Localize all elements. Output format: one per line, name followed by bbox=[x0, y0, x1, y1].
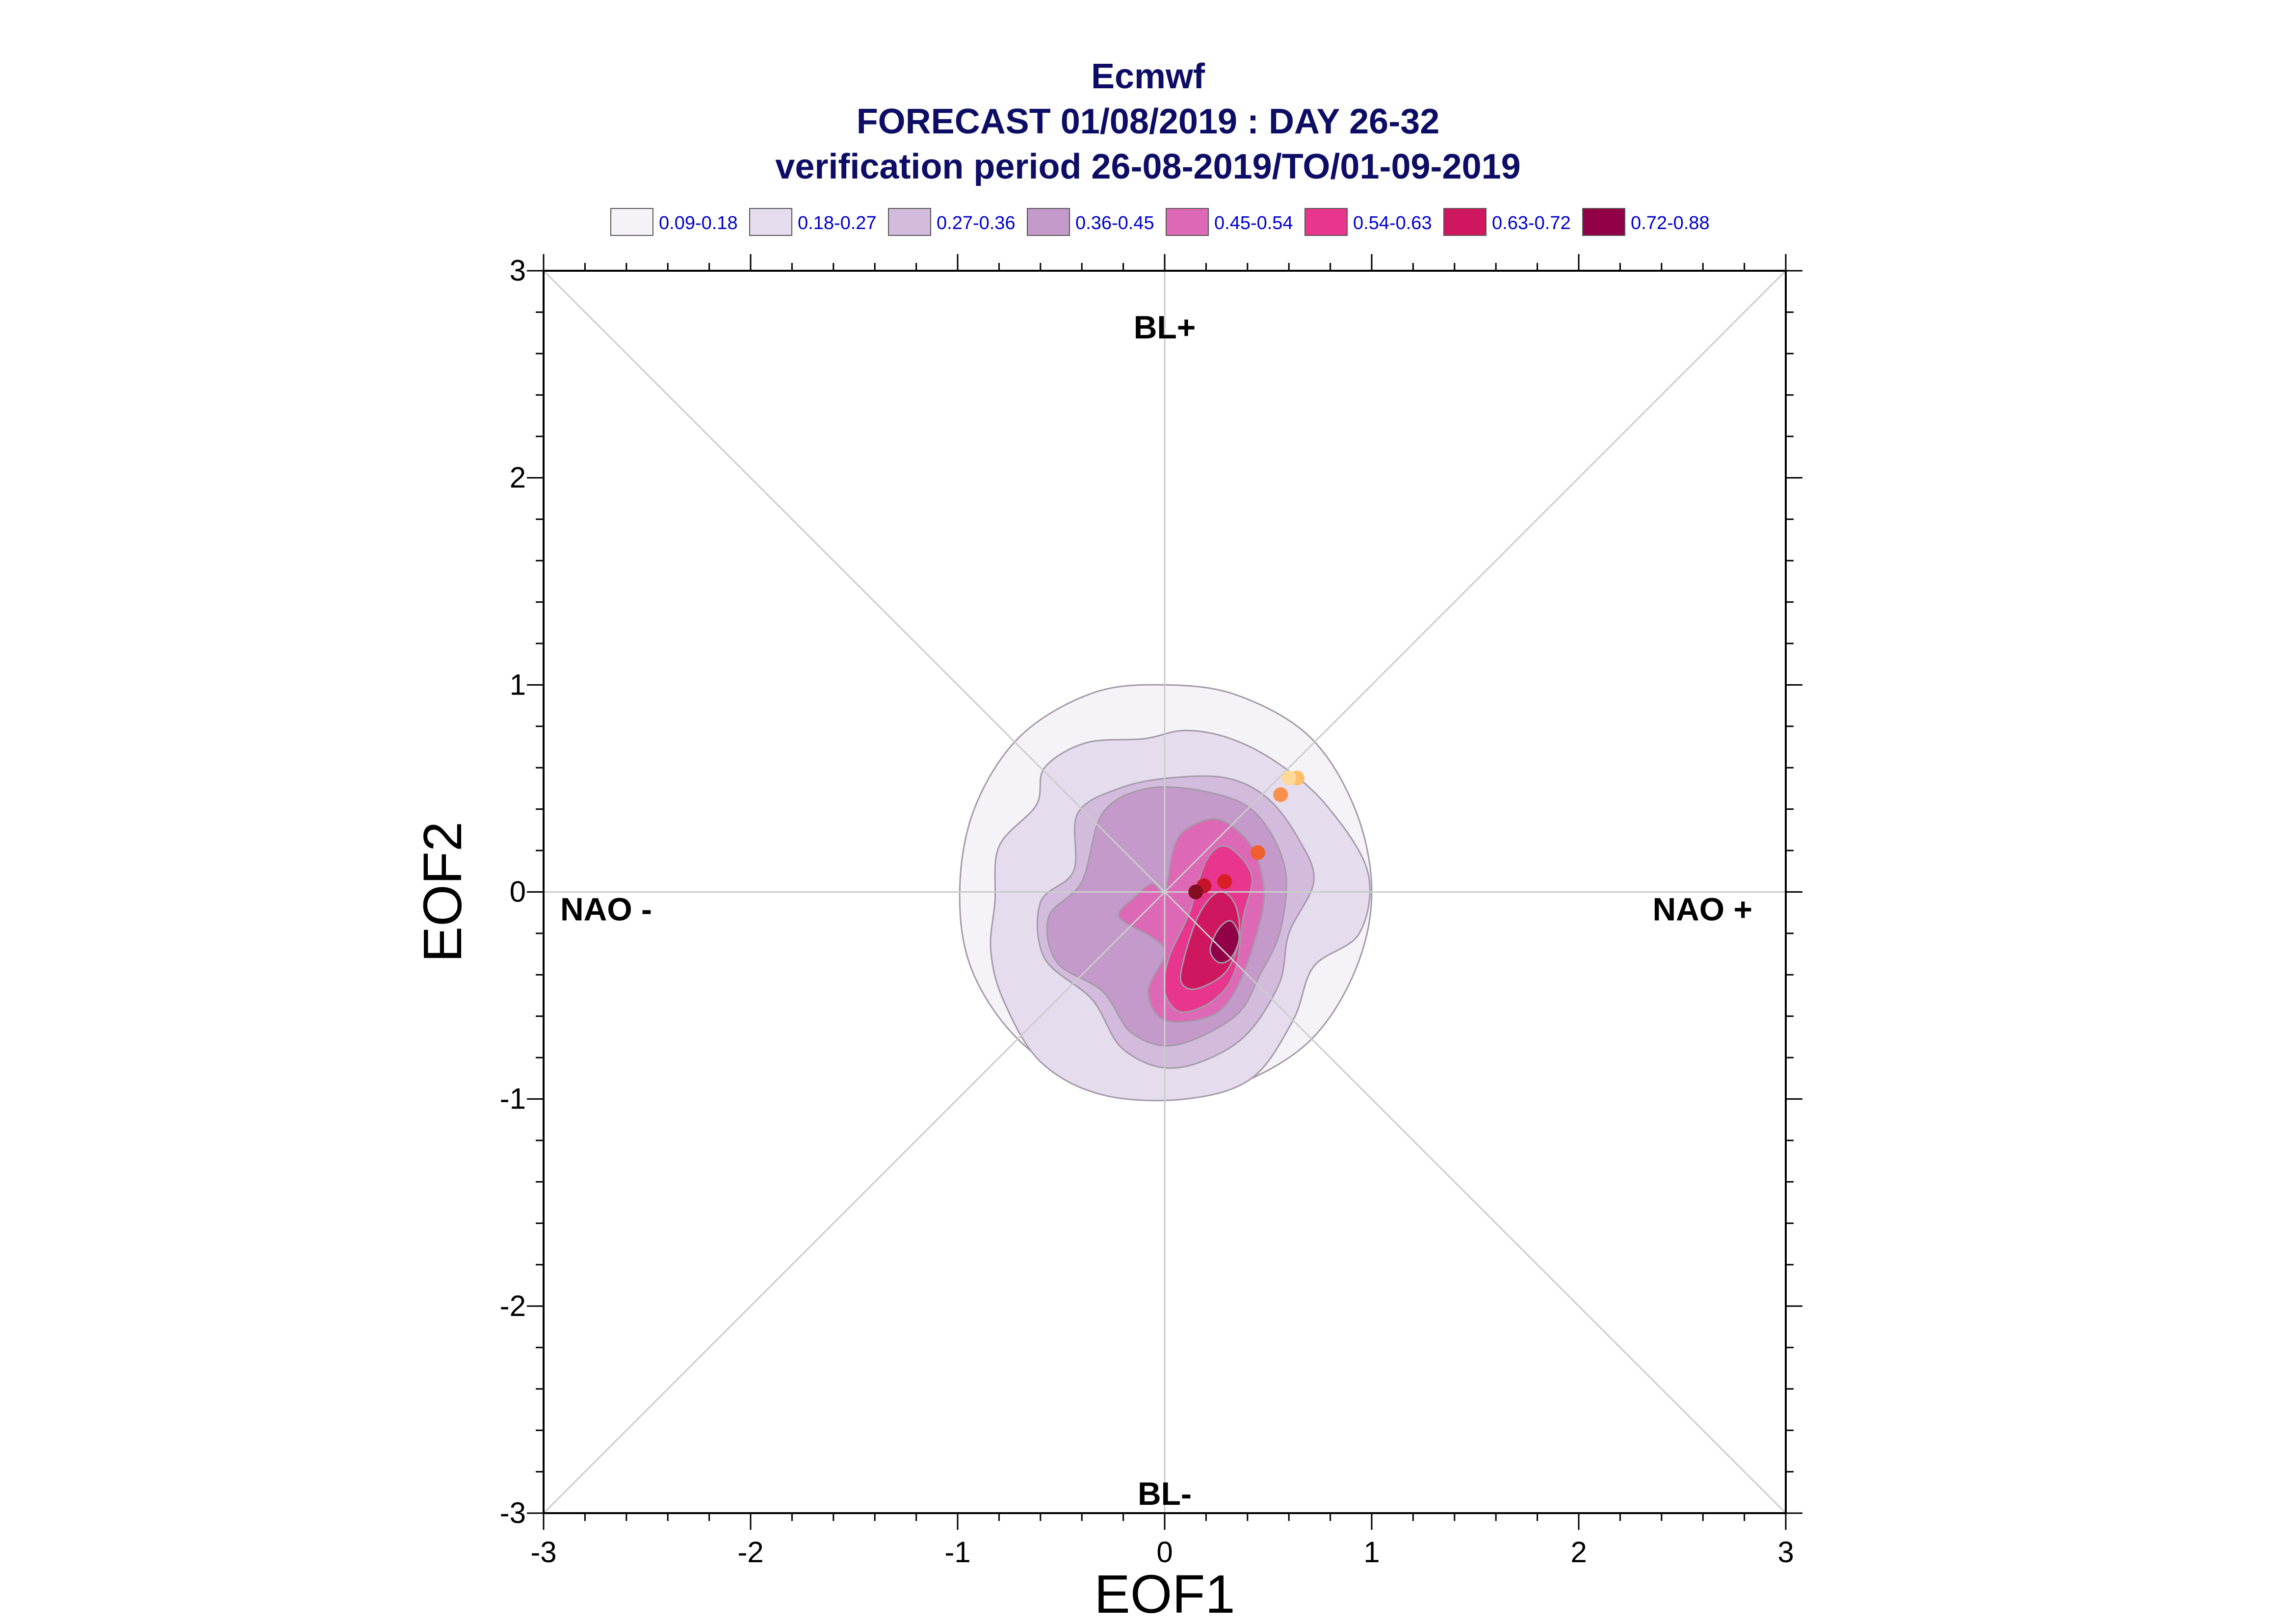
region-label-nao-plus: NAO + bbox=[1652, 891, 1752, 928]
x-tick-label: 0 bbox=[1156, 1536, 1173, 1569]
y-tick-label: 2 bbox=[510, 461, 526, 494]
legend-swatch bbox=[1027, 208, 1070, 236]
verification-period: verification period 26-08-2019/TO/01-09-… bbox=[775, 147, 1520, 186]
legend-swatch bbox=[888, 208, 931, 236]
region-label-bl-minus: BL- bbox=[1138, 1475, 1192, 1512]
y-tick-label: 3 bbox=[510, 254, 526, 287]
contour-band bbox=[1209, 920, 1240, 964]
guide-lines bbox=[543, 270, 1787, 1514]
x-tick-label: 1 bbox=[1363, 1536, 1380, 1569]
data-point bbox=[1217, 874, 1232, 889]
x-axis-title: EOF1 bbox=[1094, 1564, 1235, 1624]
legend-swatch bbox=[749, 208, 792, 236]
legend-label: 0.45-0.54 bbox=[1214, 213, 1293, 233]
x-tick-label: -1 bbox=[944, 1536, 970, 1569]
legend-label: 0.54-0.63 bbox=[1353, 213, 1432, 233]
chart-title: Ecmwf bbox=[1091, 57, 1205, 96]
y-tick-label: 0 bbox=[510, 876, 526, 908]
x-tick-label: -2 bbox=[737, 1536, 763, 1569]
y-tick-label: -1 bbox=[500, 1083, 526, 1115]
legend-swatch bbox=[1443, 208, 1487, 236]
legend-swatch bbox=[1304, 208, 1348, 236]
legend-swatch bbox=[1166, 208, 1209, 236]
data-point bbox=[1273, 787, 1288, 802]
legend-label: 0.09-0.18 bbox=[659, 213, 738, 233]
x-tick-label: 3 bbox=[1777, 1536, 1794, 1569]
x-tick-label: 2 bbox=[1570, 1536, 1587, 1569]
legend-swatch bbox=[610, 208, 653, 236]
axis-ticks: -3 -2 -1 0 1 2 3 -3 -2 -1 0 1 2 3 bbox=[500, 254, 1802, 1569]
legend-label: 0.72-0.88 bbox=[1631, 213, 1710, 233]
y-axis-title: EOF2 bbox=[413, 822, 473, 962]
legend-swatch bbox=[1582, 208, 1625, 236]
region-label-bl-plus: BL+ bbox=[1134, 309, 1196, 345]
chart-subtitle: FORECAST 01/08/2019 : DAY 26-32 bbox=[857, 102, 1440, 141]
y-tick-label: -3 bbox=[500, 1496, 526, 1529]
region-label-nao-minus: NAO - bbox=[560, 891, 652, 928]
data-point bbox=[1281, 771, 1297, 786]
point-layer bbox=[1188, 771, 1305, 900]
legend-label: 0.36-0.45 bbox=[1075, 213, 1154, 233]
legend-label: 0.63-0.72 bbox=[1492, 213, 1571, 233]
plot-area: -3 -2 -1 0 1 2 3 -3 -2 -1 0 1 2 3 bbox=[500, 254, 1802, 1569]
guide-diagonal-line bbox=[543, 270, 1787, 1514]
x-tick-label: -3 bbox=[530, 1536, 556, 1569]
data-point bbox=[1250, 845, 1265, 860]
y-tick-label: -2 bbox=[500, 1289, 526, 1322]
legend-label: 0.18-0.27 bbox=[798, 213, 877, 233]
data-point bbox=[1188, 884, 1203, 900]
y-tick-label: 1 bbox=[510, 668, 526, 701]
legend-label: 0.27-0.36 bbox=[937, 213, 1016, 233]
contour-band bbox=[1179, 891, 1241, 990]
legend: 0.09-0.18 0.18-0.27 0.27-0.36 0.36-0.45 0.45… bbox=[610, 208, 1710, 236]
